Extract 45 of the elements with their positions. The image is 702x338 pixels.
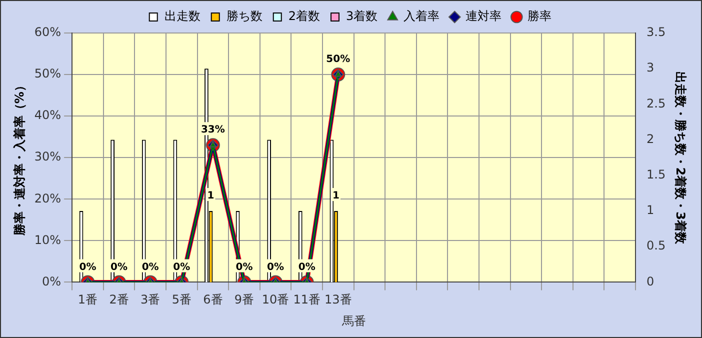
y2-tick-label: 0 [646, 274, 654, 288]
y-tick-label: 50% [34, 66, 62, 81]
data-label: 0% [173, 262, 190, 273]
data-label: 0% [110, 262, 128, 273]
legend-label: 出走数 [164, 9, 200, 24]
y2-tick-label: 1.5 [646, 168, 666, 182]
legend-label: 3着数 [346, 9, 378, 24]
data-label: 33% [200, 124, 225, 136]
data-label: 0% [298, 262, 316, 273]
data-label: 1 [332, 190, 340, 202]
x-tick-label: 3番 [140, 292, 160, 307]
y2-tick-label: 3 [646, 60, 654, 75]
legend-label: 連対率 [466, 9, 502, 24]
data-label: 50% [326, 54, 350, 66]
x-tick-label: 6番 [203, 292, 223, 307]
x-tick-label: 10番 [262, 292, 290, 307]
legend-label: 入着率 [404, 9, 440, 24]
x-tick-label: 11番 [293, 292, 320, 307]
data-label: 0% [142, 262, 159, 273]
x-tick-label: 1番 [78, 292, 98, 307]
y-tick-label: 10% [34, 232, 62, 247]
x-tick-label: 13番 [324, 292, 352, 307]
legend-label: 勝率 [528, 9, 552, 24]
y2-tick-label: 2 [646, 132, 654, 146]
x-tick-label: 2番 [109, 292, 129, 307]
legend-label: 2着数 [288, 9, 320, 24]
x-tick-label: 9番 [234, 292, 254, 307]
legend-label: 勝ち数 [226, 9, 262, 24]
x-axis-title: 馬番 [340, 314, 366, 328]
y-tick-label: 30% [34, 150, 62, 164]
y2-tick-label: 2.5 [646, 96, 666, 110]
y-tick-label: 0% [42, 274, 62, 288]
y-tick-label: 20% [34, 191, 62, 206]
data-label: 0% [79, 262, 96, 273]
y-tick-label: 60% [34, 25, 62, 40]
y2-tick-label: 1 [646, 203, 654, 218]
y2-axis-title: 出走数・勝ち数・2着数・3着数 [674, 71, 688, 245]
data-label: 0% [267, 262, 284, 273]
y2-tick-label: 3.5 [646, 25, 666, 40]
data-label: 0% [236, 262, 253, 273]
y2-tick-label: 0.5 [646, 238, 666, 253]
x-tick-label: 5番 [172, 292, 192, 307]
data-label: 1 [207, 190, 214, 202]
y-tick-label: 40% [34, 108, 62, 122]
y-axis-title: 勝率・連対率・入着率（%） [12, 80, 26, 237]
